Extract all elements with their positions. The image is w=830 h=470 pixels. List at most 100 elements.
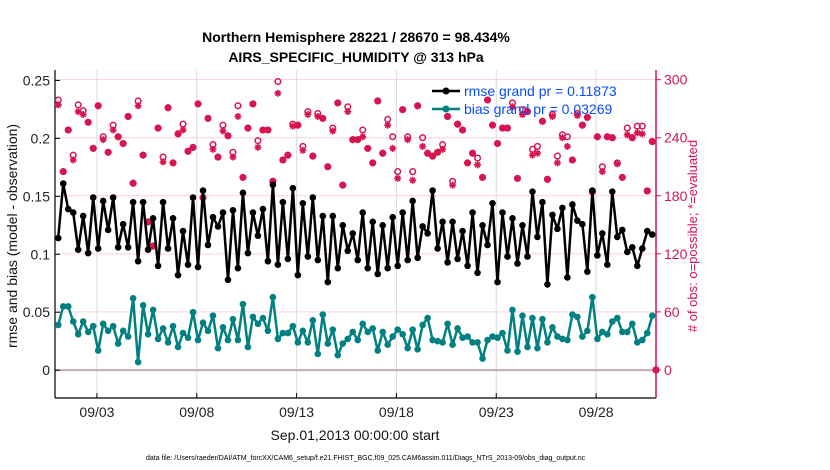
bias-data-point (569, 311, 576, 318)
legend-bias-marker (442, 105, 450, 113)
bias-data-point (199, 319, 207, 326)
bias-data-point (154, 335, 162, 343)
y2-tick-label: 240 (664, 130, 688, 146)
rmse-data-point (604, 261, 611, 269)
rmse-data-point (324, 278, 332, 286)
rmse-data-point (99, 197, 107, 205)
legend-rmse-label: rmse grand pr = 0.11873 (464, 83, 617, 99)
obs-evaluated-marker (139, 151, 147, 159)
obs-evaluated-marker (578, 121, 586, 129)
bias-data-point (429, 336, 436, 344)
bias-data-point (299, 327, 307, 335)
rmse-data-point (269, 181, 277, 189)
obs-evaluated-marker (618, 173, 626, 181)
obs-evaluated-marker (114, 133, 122, 141)
bias-data-point (74, 330, 82, 338)
rmse-data-point (384, 264, 391, 272)
bias-data-point (599, 328, 606, 336)
bias-data-point (564, 336, 571, 344)
obs-evaluated-marker (613, 160, 621, 168)
obs-evaluated-marker (104, 148, 112, 156)
rmse-data-point (414, 254, 421, 262)
bias-data-point (539, 315, 546, 323)
obs-possible-marker (179, 120, 187, 128)
rmse-data-point (354, 256, 362, 264)
obs-evaluated-marker (568, 156, 576, 164)
obs-evaluated-marker (429, 152, 437, 160)
obs-evaluated-marker (648, 138, 656, 146)
obs-evaluated-marker (59, 168, 67, 176)
bias-data-point (204, 327, 212, 335)
obs-evaluated-marker (484, 96, 492, 104)
rmse-data-point (444, 259, 451, 266)
obs-possible-marker (219, 121, 227, 129)
y2-axis-label: # of obs: o=possible; *=evaluated (685, 140, 700, 332)
bias-data-point (484, 336, 491, 344)
rmse-data-point (454, 255, 461, 263)
rmse-data-point (314, 256, 322, 264)
rmse-data-point (74, 246, 82, 253)
obs-evaluated-marker (239, 173, 247, 181)
bias-data-point (69, 318, 77, 325)
bias-data-point (499, 329, 506, 337)
rmse-data-point (144, 246, 152, 253)
bias-data-point (164, 339, 172, 346)
rmse-data-point (209, 213, 217, 221)
obs-evaluated-marker (469, 149, 477, 157)
rmse-data-point (284, 255, 292, 263)
bias-data-point (384, 341, 391, 348)
obs-evaluated-marker (513, 174, 521, 182)
bias-data-point (638, 336, 646, 344)
bias-data-point (184, 334, 192, 342)
bias-data-point (519, 312, 526, 320)
obs-evaluated-marker (89, 144, 97, 152)
rmse-data-point (364, 264, 372, 272)
bias-data-point (424, 314, 431, 322)
bias-data-point (309, 317, 317, 324)
rmse-data-point (389, 213, 396, 221)
rmse-data-point (499, 209, 506, 216)
rmse-data-point (619, 226, 626, 234)
bias-data-point (409, 326, 416, 333)
rmse-data-point (114, 244, 122, 251)
bias-data-point (434, 337, 441, 345)
obs-possible-marker (533, 142, 541, 150)
bias-data-point (239, 300, 247, 308)
rmse-data-point (519, 222, 526, 229)
obs-evaluated-marker (309, 152, 317, 160)
rmse-data-point (234, 264, 242, 272)
bias-data-point (214, 344, 222, 352)
obs-evaluated-marker (563, 142, 571, 150)
x-tick-label: 09/18 (379, 404, 414, 420)
obs-evaluated-marker (159, 158, 167, 166)
obs-possible-marker (553, 152, 561, 160)
y-axis-label: rmse and bias (model - observation) (4, 124, 20, 348)
obs-evaluated-marker (219, 127, 227, 135)
bias-data-point (589, 293, 596, 301)
bias-data-point (394, 326, 401, 333)
rmse-data-point (579, 220, 586, 228)
obs-possible-marker (359, 126, 367, 134)
rmse-data-point (189, 194, 197, 201)
obs-evaluated-marker (464, 159, 472, 167)
bias-data-point (489, 333, 496, 340)
bias-data-point (469, 339, 476, 346)
obs-possible-marker (384, 115, 392, 123)
y-tick-label: 0.1 (31, 246, 51, 262)
obs-evaluated-marker (214, 153, 222, 161)
bias-data-point (234, 336, 242, 344)
rmse-data-point (164, 245, 172, 252)
obs-evaluated-marker (334, 99, 342, 107)
obs-possible-marker (234, 102, 242, 110)
obs-evaluated-marker (179, 126, 187, 134)
bias-data-point (643, 329, 651, 337)
rmse-data-point (259, 205, 267, 213)
bias-data-point (169, 322, 177, 330)
obs-evaluated-marker (419, 142, 427, 150)
rmse-data-point (244, 249, 252, 257)
obs-evaluated-marker (189, 143, 197, 151)
bias-data-point (354, 336, 362, 344)
legend-bias-label: bias grand pr = 0.03269 (464, 101, 612, 117)
bias-data-point (194, 336, 202, 344)
bias-data-point (454, 325, 461, 332)
